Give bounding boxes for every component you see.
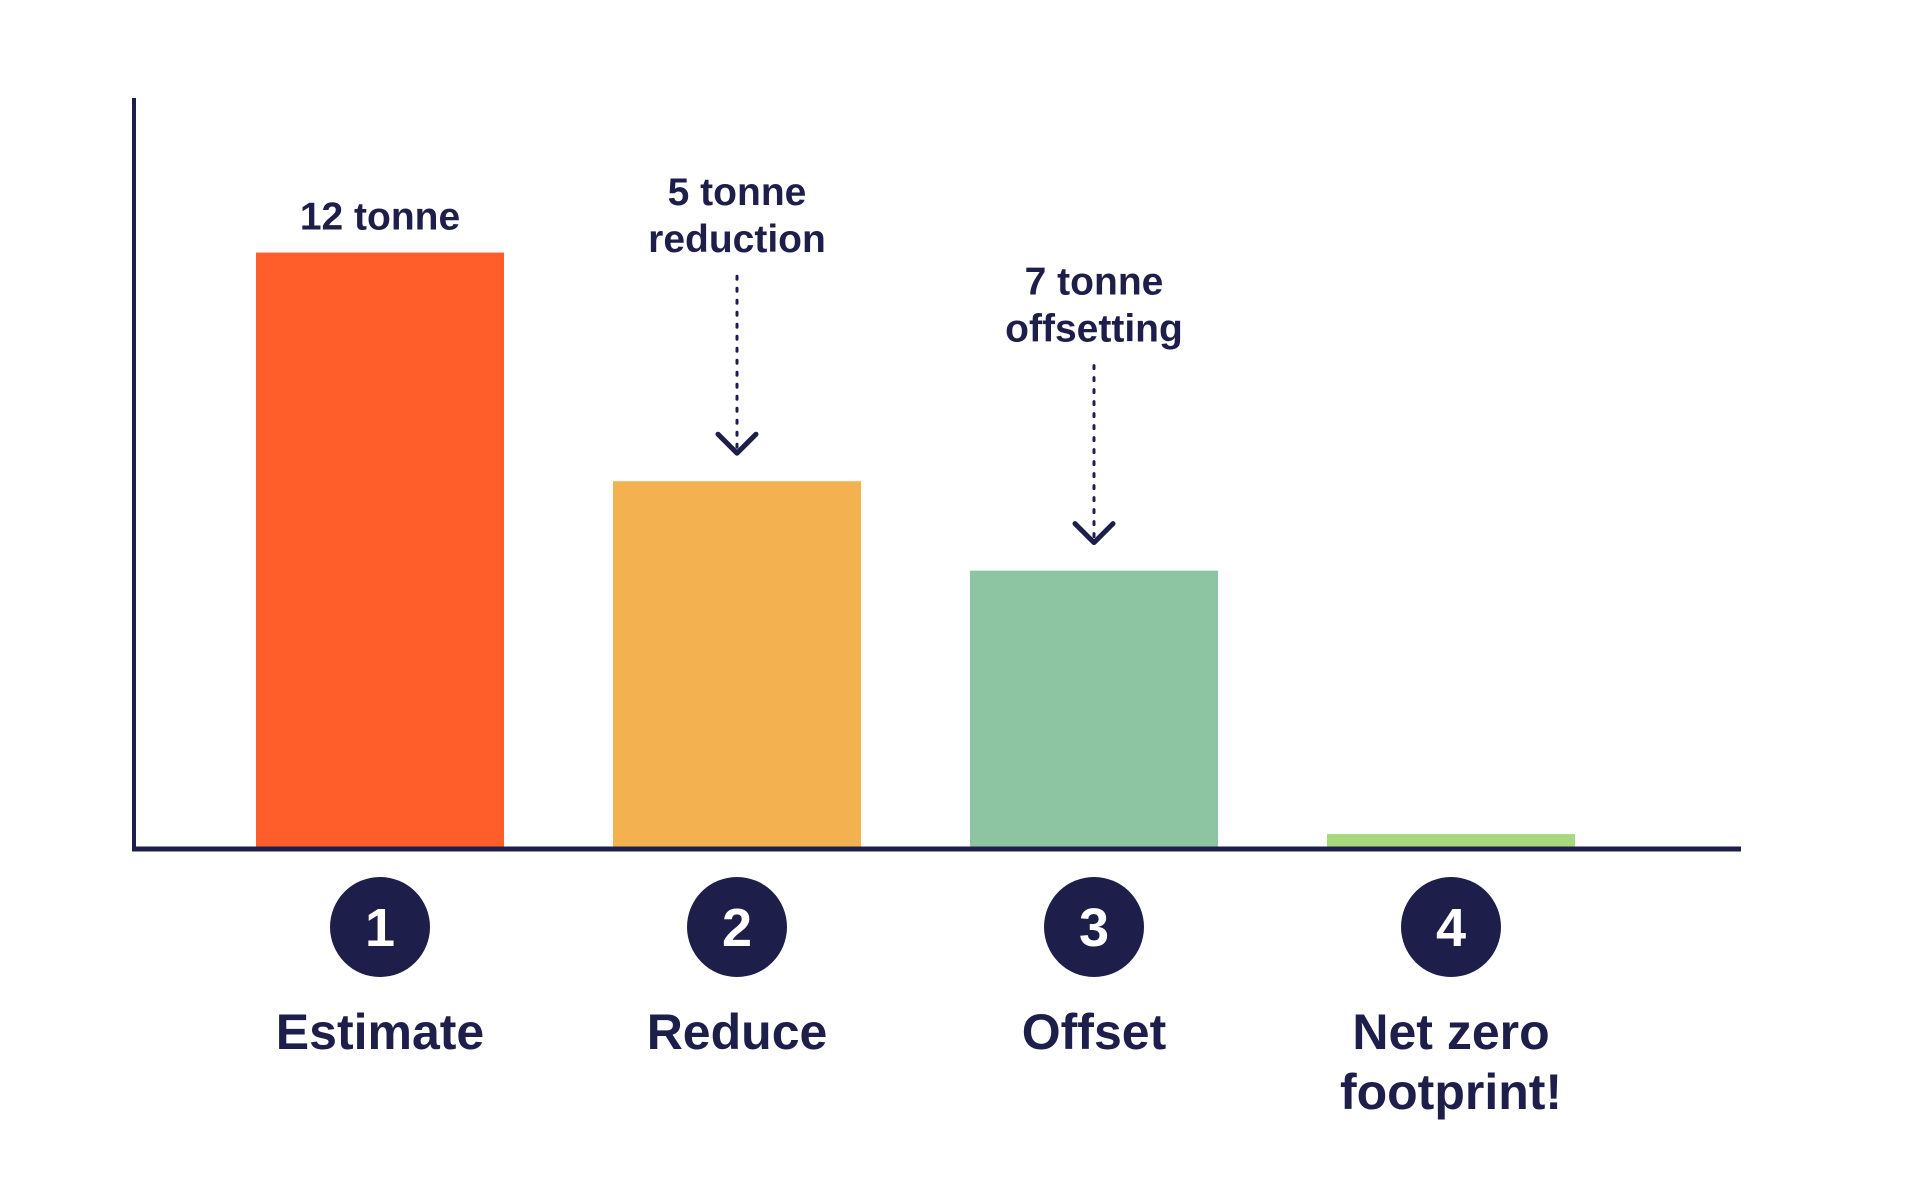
- annotation-3-arrow-icon: [1072, 521, 1116, 546]
- annotation-2-line-2: reduction: [648, 218, 826, 261]
- annotation-3-line-1: 7 tonne: [1025, 261, 1164, 304]
- category-label-4-line-1: Net zero: [1352, 1004, 1549, 1060]
- bar-4: [1327, 834, 1575, 849]
- bar-1: [256, 252, 504, 850]
- category-label-1: Estimate: [276, 1004, 484, 1060]
- labels-layer: 1 Estimate 2 Reduce 3 Offset 4 Net zerofootprin…: [276, 877, 1562, 1120]
- step-2-circle: [687, 877, 787, 977]
- annotation-2-arrow-icon: [715, 431, 759, 456]
- step-2-number: 2: [722, 898, 752, 958]
- category-label-2: Reduce: [647, 1004, 828, 1060]
- annotation-3-line-2: offsetting: [1005, 308, 1183, 351]
- annotation-2-line-1: 5 tonne: [668, 171, 807, 214]
- step-1-circle: [330, 877, 430, 977]
- category-label-3: Offset: [1022, 1004, 1167, 1060]
- category-label-4-line-2: footprint!: [1340, 1064, 1562, 1120]
- bars-layer: [256, 252, 1575, 850]
- step-3-circle: [1044, 877, 1144, 977]
- axes-layer: [132, 98, 1741, 852]
- step-1-number: 1: [365, 898, 395, 958]
- bar-3: [970, 570, 1218, 849]
- step-4-circle: [1401, 877, 1501, 977]
- annotation-1-line-1: 12 tonne: [300, 196, 460, 239]
- step-3-number: 3: [1079, 898, 1109, 958]
- bar-2: [613, 481, 861, 849]
- step-4-number: 4: [1436, 898, 1466, 958]
